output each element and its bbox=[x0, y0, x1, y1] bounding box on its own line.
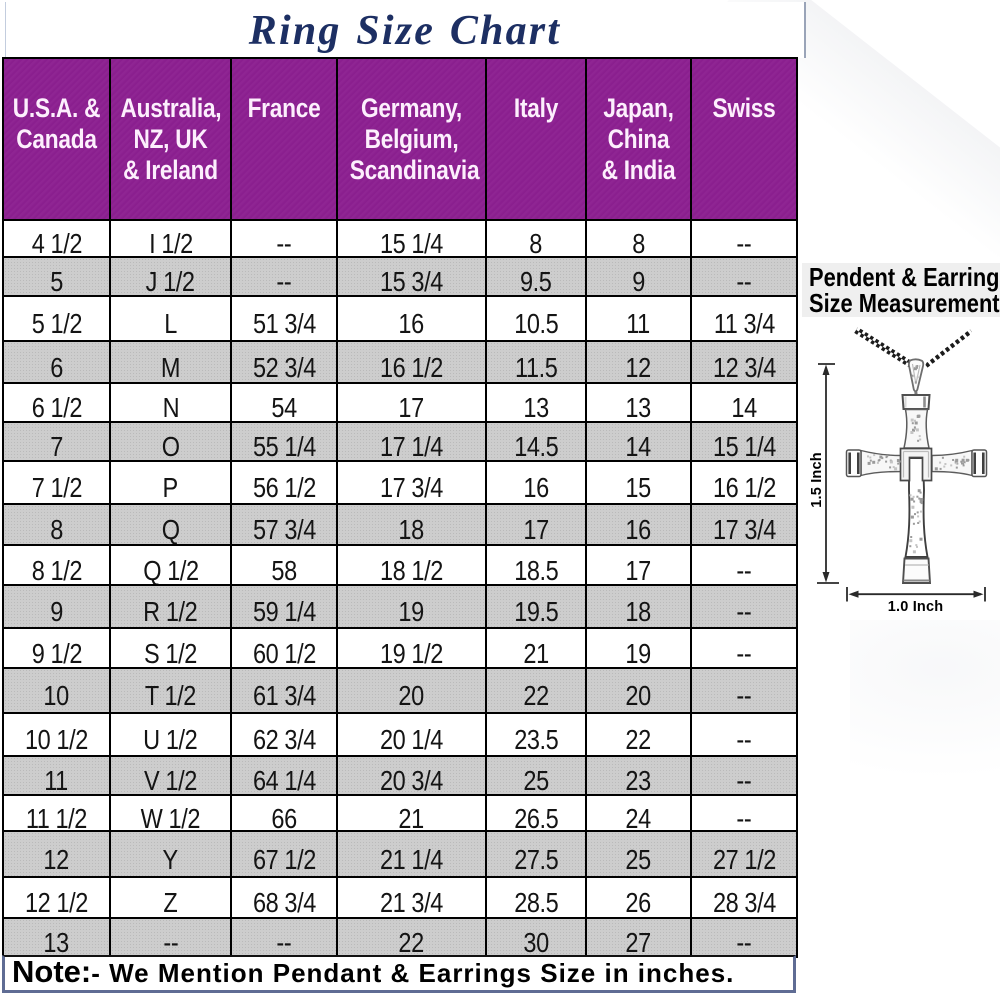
svg-text:1.5 Inch: 1.5 Inch bbox=[809, 452, 825, 508]
svg-text:1.0 Inch: 1.0 Inch bbox=[888, 599, 944, 615]
